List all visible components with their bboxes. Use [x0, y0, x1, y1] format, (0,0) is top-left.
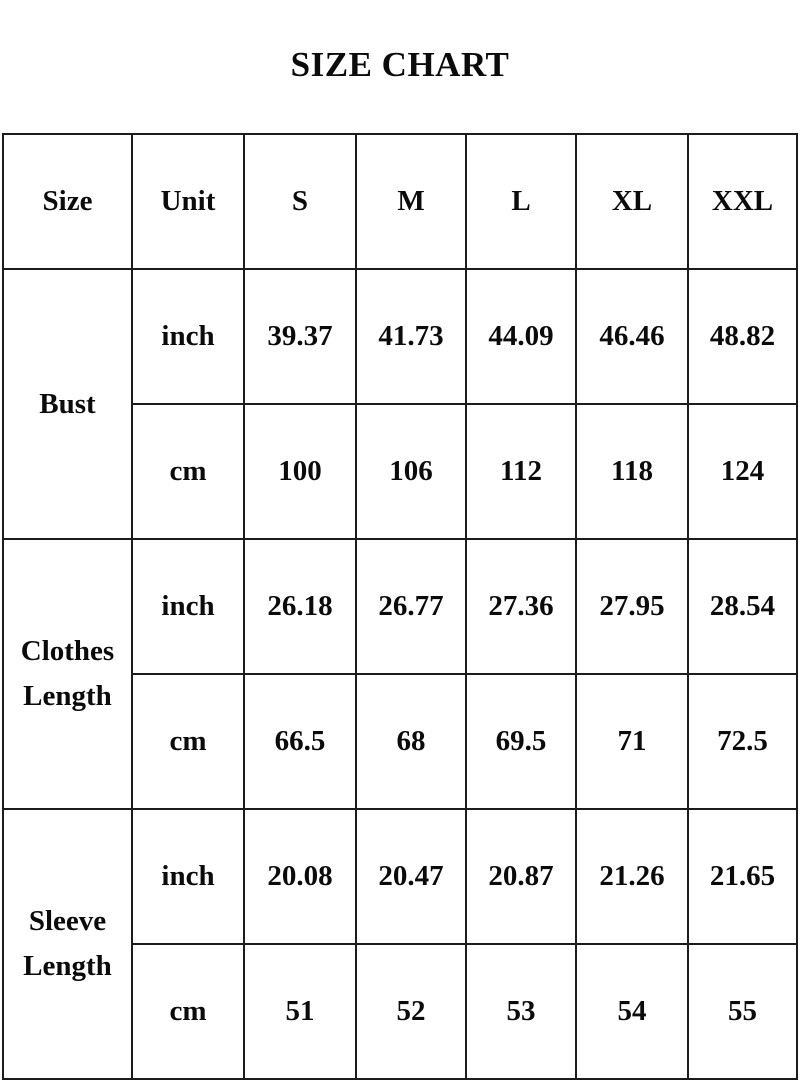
table-row-bust-inch: Bust inch 39.37 41.73 44.09 46.46 48.82 [2, 268, 798, 540]
table-row-bust-cm: cm 100 106 112 118 124 [3, 403, 798, 540]
value-cell: 53 [465, 943, 577, 1080]
col-header-xl: XL [575, 133, 689, 270]
value-cell: 39.37 [243, 268, 357, 405]
value-cell: 100 [243, 403, 357, 540]
value-cell: 46.46 [575, 268, 689, 405]
col-header-size: Size [2, 133, 133, 270]
value-cell: 21.26 [575, 808, 689, 945]
section-label-clothes-length: Clothes Length [2, 538, 133, 810]
unit-cell: inch [131, 808, 245, 945]
col-header-m: M [355, 133, 467, 270]
section-label-sleeve-length: Sleeve Length [2, 808, 133, 1080]
value-cell: 26.18 [243, 538, 357, 675]
value-cell: 27.95 [575, 538, 689, 675]
unit-cell: cm [131, 403, 245, 540]
value-cell: 112 [465, 403, 577, 540]
value-cell: 68 [355, 673, 467, 810]
table-row-clothes-length-inch: Clothes Length inch 26.18 26.77 27.36 27… [2, 538, 798, 810]
col-header-l: L [465, 133, 577, 270]
value-cell: 28.54 [687, 538, 798, 675]
page-title: SIZE CHART [290, 45, 510, 84]
value-cell: 72.5 [687, 673, 798, 810]
value-cell: 69.5 [465, 673, 577, 810]
unit-cell: inch [131, 268, 245, 405]
value-cell: 51 [243, 943, 357, 1080]
value-cell: 124 [687, 403, 798, 540]
value-cell: 118 [575, 403, 689, 540]
col-header-xxl: XXL [687, 133, 798, 270]
col-header-s: S [243, 133, 357, 270]
value-cell: 71 [575, 673, 689, 810]
header-row: Size Unit S M L XL XXL [2, 133, 798, 270]
table-row-sleeve-length-cm: cm 51 52 53 54 55 [3, 943, 798, 1080]
unit-cell: inch [131, 538, 245, 675]
value-cell: 55 [687, 943, 798, 1080]
value-cell: 21.65 [687, 808, 798, 945]
value-cell: 27.36 [465, 538, 577, 675]
unit-cell: cm [131, 943, 245, 1080]
value-cell: 26.77 [355, 538, 467, 675]
value-cell: 44.09 [465, 268, 577, 405]
section-label-bust: Bust [2, 268, 133, 540]
value-cell: 54 [575, 943, 689, 1080]
table-row-clothes-length-cm: cm 66.5 68 69.5 71 72.5 [3, 673, 798, 810]
value-cell: 41.73 [355, 268, 467, 405]
value-cell: 52 [355, 943, 467, 1080]
col-header-unit: Unit [131, 133, 245, 270]
unit-cell: cm [131, 673, 245, 810]
value-cell: 20.87 [465, 808, 577, 945]
value-cell: 20.08 [243, 808, 357, 945]
value-cell: 20.47 [355, 808, 467, 945]
value-cell: 48.82 [687, 268, 798, 405]
value-cell: 66.5 [243, 673, 357, 810]
size-chart-table: Size Unit S M L XL XXL Bust inch 39.37 4… [2, 133, 798, 1080]
value-cell: 106 [355, 403, 467, 540]
table-row-sleeve-length-inch: Sleeve Length inch 20.08 20.47 20.87 21.… [2, 808, 798, 1080]
